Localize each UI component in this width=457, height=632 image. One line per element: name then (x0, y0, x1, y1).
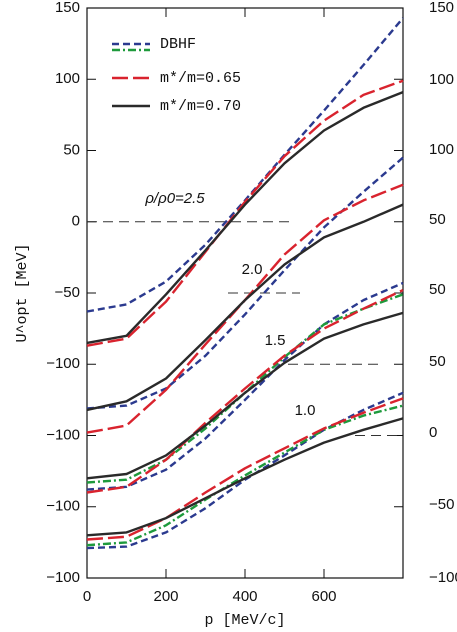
curve (86, 156, 404, 410)
adjacent-panel-label: −100 (429, 569, 457, 586)
y-tick-label: −100 (46, 569, 80, 586)
x-tick-label: 0 (83, 588, 91, 605)
y-tick-label: −100 (46, 426, 80, 443)
adjacent-panel-label: 100 (429, 141, 454, 158)
y-tick-label: 50 (63, 141, 80, 158)
x-tick-label: 600 (311, 588, 336, 605)
group-label: 2.0 (242, 261, 263, 278)
adjacent-panel-label: 0 (429, 424, 437, 441)
legend-label: m*/m=0.65 (160, 70, 241, 87)
group-label: 1.0 (295, 402, 316, 419)
adjacent-panel-label: 100 (429, 71, 454, 88)
y-tick-label: −100 (46, 498, 80, 515)
y-tick-label: 150 (55, 0, 80, 16)
y-tick-label: −50 (55, 284, 80, 301)
curve (86, 203, 404, 412)
curve (86, 397, 404, 541)
y-tick-label: −100 (46, 355, 80, 372)
legend-label: m*/m=0.70 (160, 98, 241, 115)
legend-label: DBHF (160, 36, 196, 53)
y-tick-label: 100 (55, 70, 80, 87)
adjacent-panel-label: −50 (429, 496, 454, 513)
curve (86, 281, 404, 491)
curve (86, 404, 404, 547)
adjacent-panel-label: 150 (429, 0, 454, 16)
group-label: 1.5 (265, 332, 286, 349)
x-tick-label: 200 (153, 588, 178, 605)
curve (86, 311, 404, 480)
curve (86, 90, 404, 345)
y-axis-label: U^opt [MeV] (14, 243, 31, 342)
group-label: ρ/ρ0=2.5 (144, 190, 205, 207)
curve (86, 391, 404, 550)
curve (86, 79, 404, 347)
x-tick-label: 400 (232, 588, 257, 605)
y-tick-label: 0 (72, 213, 80, 230)
curve (86, 289, 404, 494)
adjacent-panel-label: 50 (429, 281, 446, 298)
adjacent-panel-label: 50 (429, 211, 446, 228)
adjacent-panel-label: 50 (429, 353, 446, 370)
x-axis-label: p [MeV/c] (204, 612, 285, 629)
curve (86, 417, 404, 537)
